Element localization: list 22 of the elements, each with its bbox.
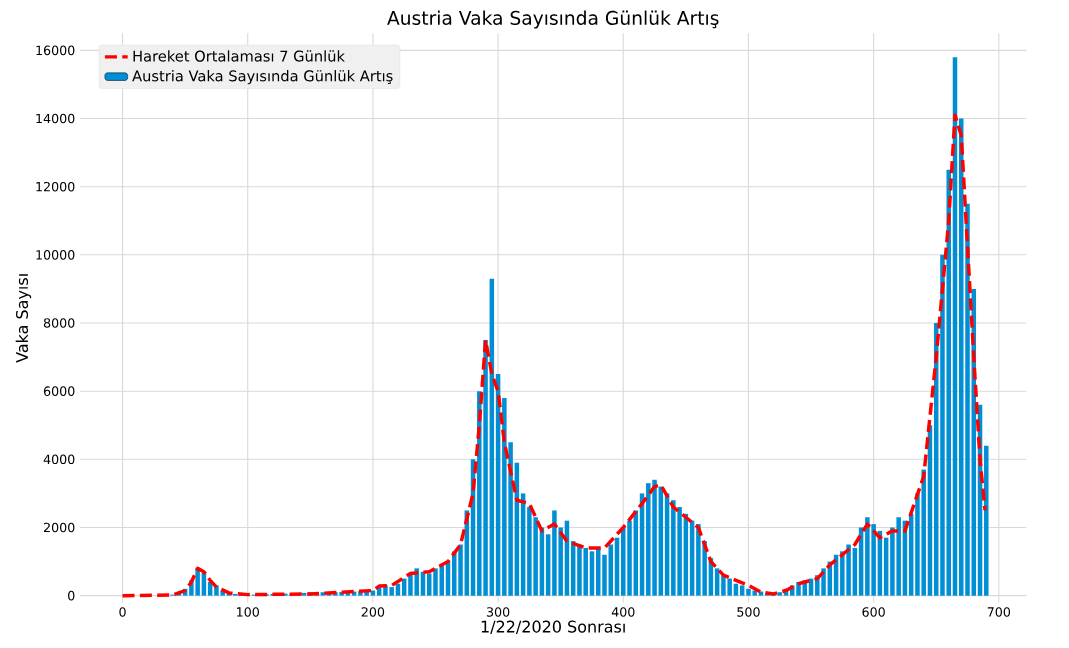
x-tick-label: 300 [486,607,510,617]
chart-title: Austria Vaka Sayısında Günlük Artış [387,10,719,29]
y-tick-label: 4000 [43,454,75,465]
x-tick-label: 200 [361,607,385,617]
y-tick-label: 8000 [43,318,75,328]
y-tick-label: 2000 [43,522,75,533]
x-tick-label: 600 [862,607,885,617]
x-tick-label: 400 [611,607,635,617]
legend-label: Austria Vaka Sayısında Günlük Artış [132,70,393,85]
x-axis-title: 1/22/2020 Sonrası [481,620,625,635]
x-tick-label: 0 [119,607,126,617]
y-tick-label: 10000 [36,250,75,260]
y-tick-label: 0 [68,590,75,601]
x-tick-label: 700 [987,607,1011,617]
y-tick-label: 6000 [43,386,75,397]
y-tick-label: 14000 [36,113,75,124]
x-tick-label: 500 [737,607,760,617]
x-tick-label: 100 [237,607,259,617]
y-axis-title: Vaka Sayısı [15,274,32,363]
y-tick-label: 16000 [36,45,75,56]
legend-label: Hareket Ortalaması 7 Günlük [133,50,345,62]
y-tick-label: 12000 [36,181,75,192]
